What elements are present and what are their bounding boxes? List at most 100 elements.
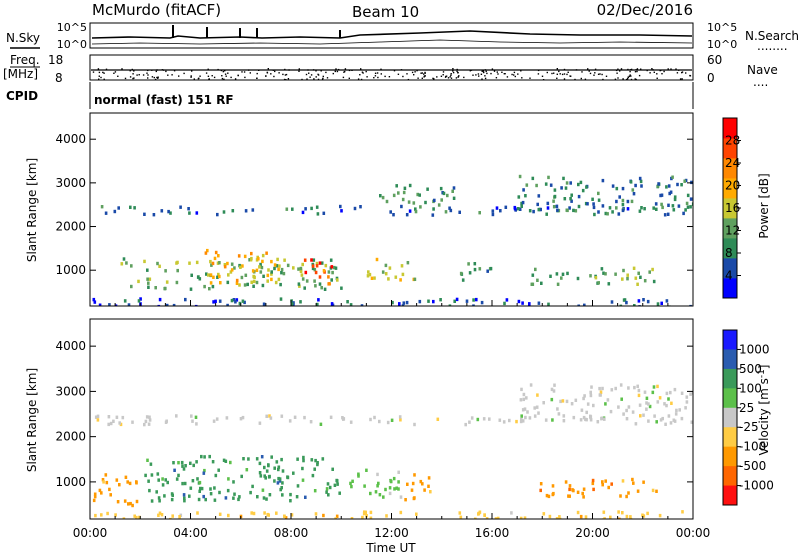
- nave-dot: [678, 69, 680, 71]
- p1-cell-1: [229, 270, 233, 274]
- p2-cell-7: [627, 386, 630, 390]
- p2-cell-7: [574, 398, 578, 402]
- p2-cell-5: [568, 494, 571, 498]
- velocity-colorbar-segment: [723, 349, 737, 370]
- p2-cell-2: [314, 458, 317, 463]
- p2-cell-0: [458, 511, 462, 515]
- p1-cell-1: [286, 263, 290, 268]
- p1-cell-8: [689, 205, 692, 209]
- power-axis-ticks: 1000 2000 3000 4000: [55, 132, 694, 306]
- p1-cell-1: [216, 275, 219, 279]
- nave-dot: [270, 73, 272, 75]
- p1-cell-7: [478, 211, 481, 215]
- p1-cell-1: [246, 282, 249, 287]
- p1-cell-0: [218, 299, 222, 303]
- p1-cell-9: [442, 191, 446, 196]
- nave-dot: [541, 75, 544, 77]
- nave-dot: [178, 75, 180, 77]
- p1-cell-0: [165, 303, 169, 306]
- p1-cell-1: [226, 280, 230, 285]
- p2-cell-5: [592, 487, 595, 492]
- p2-cell-7: [663, 402, 666, 406]
- nave-dot: [287, 78, 290, 80]
- p2-cell-1: [128, 481, 132, 486]
- nave-dot: [100, 76, 102, 79]
- p1-cell-0: [537, 301, 541, 305]
- nave-dot: [272, 69, 274, 71]
- p2-cell-2: [183, 496, 186, 500]
- p2-cell-6: [96, 414, 100, 418]
- nave-dot: [605, 75, 608, 77]
- p1-cell-8: [615, 206, 618, 210]
- p1-cell-2: [261, 253, 265, 258]
- p1-cell-1: [262, 274, 265, 278]
- velocity-axis-ticks: 1000 2000 3000 4000: [55, 339, 694, 519]
- nave-dot: [636, 68, 639, 70]
- p2-cell-6: [212, 419, 216, 423]
- p1-cell-1: [258, 265, 261, 269]
- p1-cell-6: [540, 281, 543, 285]
- velocity-colorbar-segment: [723, 427, 737, 448]
- p1-cell-0: [642, 298, 645, 302]
- nave-dot: [380, 73, 382, 75]
- nave-dot: [617, 68, 619, 70]
- p2-cell-6: [369, 417, 372, 422]
- p2-cell-7: [636, 384, 639, 388]
- p2-cell-3: [399, 495, 403, 499]
- p1-cell-7: [195, 211, 199, 215]
- p1-cell-8: [621, 202, 625, 207]
- p2-cell-7: [689, 392, 692, 396]
- nave-dot: [298, 68, 300, 70]
- p2-cell-7: [521, 408, 525, 412]
- p2-cell-0: [106, 511, 109, 516]
- p1-cell-2: [226, 261, 229, 266]
- nave-dot: [553, 72, 555, 74]
- nave-dot: [220, 69, 223, 72]
- nave-dot: [472, 74, 474, 76]
- p2-cell-3: [369, 491, 372, 496]
- p1-cell-8: [521, 200, 525, 205]
- velocity-colorbar-segment: [723, 466, 737, 486]
- p1-cell-7: [592, 205, 596, 210]
- p1-cell-9: [402, 190, 406, 195]
- power-colorbar-segment: [723, 138, 737, 159]
- nave-dot: [267, 68, 269, 70]
- p2-cell-7: [523, 407, 527, 411]
- p2-cell-2: [273, 479, 276, 483]
- nave-dot: [630, 75, 632, 77]
- p1-cell-8: [632, 192, 636, 196]
- p2-cell-0: [681, 510, 684, 514]
- nave-dot: [556, 77, 558, 79]
- p1-cell-8: [671, 175, 674, 179]
- p1-cell-0: [439, 298, 442, 302]
- nave-dot: [450, 77, 453, 79]
- p2-cell-6: [476, 417, 480, 422]
- p2-cell-7: [535, 405, 539, 409]
- p2-cell-2: [245, 468, 249, 472]
- p2-cell-1: [131, 503, 134, 508]
- p2-cell-2: [292, 471, 295, 475]
- p1-cell-8: [568, 206, 571, 210]
- nave-dot: [124, 77, 127, 80]
- p2-cell-2: [238, 495, 241, 499]
- noise-right-tick-top: 10^5: [707, 21, 737, 34]
- p2-cell-7: [533, 414, 537, 418]
- p2-cell-7: [610, 388, 614, 392]
- x-tick-label: 08:00: [274, 526, 309, 540]
- p2-cell-6: [239, 417, 243, 421]
- p2-cell-2: [172, 461, 175, 465]
- p2-cell-0: [609, 515, 612, 519]
- p2-cell-0: [584, 515, 588, 519]
- p1-cell-6: [602, 271, 605, 275]
- p1-cell-4: [368, 272, 372, 277]
- p1-cell-6: [622, 268, 625, 273]
- p1-cell-7: [187, 207, 190, 211]
- p2-cell-7: [675, 408, 678, 413]
- p1-cell-4: [384, 272, 388, 276]
- p1-cell-6: [621, 277, 624, 281]
- nave-dot: [320, 70, 322, 72]
- p2-cell-7: [627, 405, 631, 409]
- p2-cell-2: [273, 466, 276, 470]
- p1-cell-8: [615, 199, 618, 204]
- p1-cell-4: [381, 270, 385, 274]
